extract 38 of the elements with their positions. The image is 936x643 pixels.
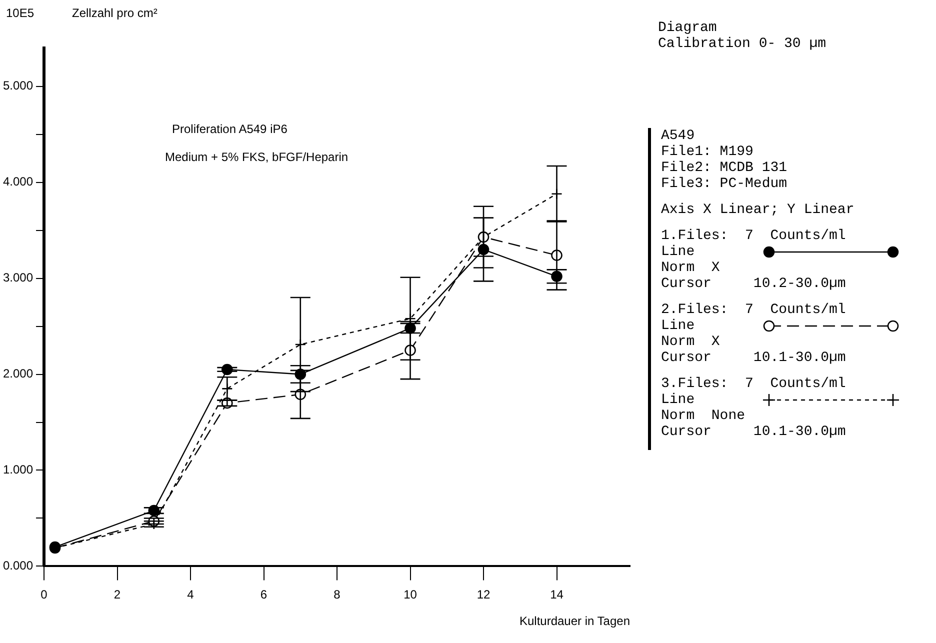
x-tick-label: 10	[404, 588, 418, 602]
text: Axis X Linear; Y Linear	[661, 202, 856, 218]
x-tick-label: 4	[187, 588, 194, 602]
y-tick-label: 0.000	[3, 558, 34, 573]
text: Norm None	[661, 408, 746, 424]
x-tick-label: 2	[114, 588, 121, 602]
text: Cursor 10.1-30.0µm	[661, 424, 847, 440]
y-tick-label: 4.000	[3, 174, 34, 189]
x-tick-label: 8	[334, 588, 341, 602]
text: A549	[661, 128, 696, 144]
text: Cursor 10.2-30.0µm	[661, 276, 847, 292]
text: 2.Files: 7 Counts/ml	[661, 302, 847, 318]
text: Line	[661, 392, 696, 408]
x-tick-label: 14	[550, 588, 564, 602]
text: Norm X	[661, 260, 721, 276]
text: Diagram	[658, 20, 718, 36]
text: 10E5	[6, 6, 34, 20]
text: File3: PC-Medum	[661, 176, 788, 192]
y-axis-title: Zellzahl pro cm²	[72, 6, 158, 20]
text: 1.Files: 7 Counts/ml	[661, 228, 847, 244]
x-tick-label: 6	[260, 588, 268, 602]
y-tick-label: 5.000	[3, 78, 34, 93]
y-tick-label: 1.000	[3, 462, 34, 477]
x-tick-label: 0	[40, 588, 48, 602]
text: Line	[661, 244, 696, 260]
text: 3.Files: 7 Counts/ml	[661, 376, 847, 392]
text: File2: MCDB 131	[661, 160, 788, 176]
text: Calibration 0- 30 µm	[658, 36, 826, 52]
text: Norm X	[661, 334, 721, 350]
x-axis-title: Kulturdauer in Tagen	[519, 614, 630, 628]
annotation: Proliferation A549 iP6	[172, 122, 288, 136]
text: Line	[661, 318, 696, 334]
text: File1: M199	[661, 144, 754, 160]
y-tick-label: 2.000	[3, 366, 34, 381]
text: Cursor 10.1-30.0µm	[661, 350, 847, 366]
annotation: Medium + 5% FKS, bFGF/Heparin	[165, 150, 348, 164]
y-tick-label: 3.000	[3, 270, 34, 285]
x-tick-label: 12	[476, 588, 490, 602]
